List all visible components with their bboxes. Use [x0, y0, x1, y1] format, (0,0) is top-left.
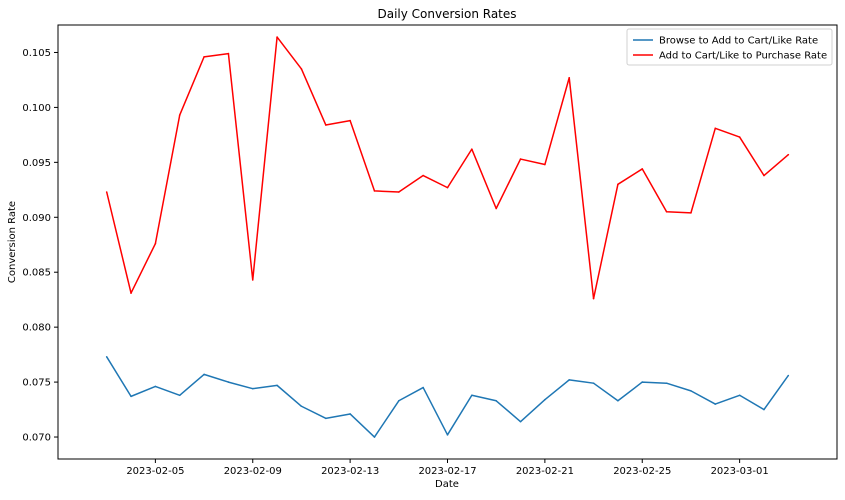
y-tick-label: 0.100 — [22, 103, 51, 114]
data-point — [178, 394, 181, 397]
data-point — [203, 56, 205, 58]
data-point — [349, 413, 351, 415]
data-point — [592, 297, 595, 300]
data-point — [495, 399, 497, 402]
y-axis-label: Conversion Rate — [7, 201, 18, 283]
data-point — [665, 210, 668, 213]
y-tick-label: 0.075 — [22, 378, 51, 389]
data-point — [544, 398, 546, 401]
data-point — [251, 387, 254, 390]
series-line-2 — [105, 36, 789, 300]
x-axis-label: Date — [435, 479, 459, 490]
legend: Browse to Add to Cart/Like Rate Add to Ca… — [626, 28, 833, 66]
data-point — [763, 408, 765, 411]
data-point — [227, 381, 230, 383]
chart-title: Daily Conversion Rates — [377, 7, 516, 21]
data-point — [300, 405, 303, 408]
data-point — [471, 394, 473, 397]
data-point — [105, 356, 108, 358]
data-point — [276, 36, 278, 38]
series-line-1 — [106, 356, 789, 438]
y-tick-label: 0.095 — [22, 158, 51, 169]
data-point — [714, 127, 717, 130]
x-tick-label: 2023-02-25 — [613, 466, 671, 477]
data-point — [568, 76, 571, 79]
data-point — [398, 191, 400, 193]
data-point — [154, 385, 157, 388]
data-point — [130, 395, 132, 398]
data-point — [324, 417, 327, 420]
data-point — [227, 52, 230, 55]
y-tick-label: 0.090 — [22, 213, 51, 224]
data-point — [203, 373, 205, 376]
data-point — [495, 207, 497, 210]
y-tick-label: 0.085 — [22, 268, 51, 279]
data-point — [373, 436, 376, 438]
data-point — [617, 183, 619, 186]
data-point — [592, 382, 595, 384]
data-point — [276, 384, 278, 387]
data-point — [471, 148, 473, 150]
data-point — [665, 382, 668, 384]
x-tick-label: 2023-03-01 — [711, 466, 769, 477]
data-point — [690, 212, 692, 214]
x-tick-label: 2023-02-09 — [224, 466, 282, 477]
data-point — [787, 153, 790, 156]
data-point — [178, 114, 181, 116]
x-tick-label: 2023-02-13 — [321, 466, 379, 477]
data-point — [738, 136, 741, 138]
data-point — [763, 174, 765, 177]
data-point — [519, 420, 522, 423]
y-tick-label: 0.070 — [22, 433, 51, 444]
plot-area: 2023-02-05 2023-02-09 2023-02-13 2023-02-17… — [22, 24, 838, 477]
data-point — [324, 124, 327, 126]
data-point — [398, 399, 400, 402]
data-point — [544, 163, 546, 166]
legend-box — [626, 28, 833, 66]
data-point — [641, 168, 644, 170]
data-point — [422, 174, 424, 177]
data-point — [349, 119, 351, 122]
data-point — [568, 379, 571, 381]
y-tick-label: 0.080 — [22, 323, 51, 334]
data-point — [105, 191, 108, 193]
data-point — [446, 186, 449, 189]
data-point — [300, 68, 303, 70]
x-tick-label: 2023-02-21 — [516, 466, 574, 477]
data-point — [446, 434, 449, 436]
legend-label: Add to Cart/Like to Purchase Rate — [659, 51, 827, 62]
data-point — [130, 292, 132, 294]
data-point — [251, 279, 254, 281]
data-point — [714, 403, 717, 405]
data-point — [738, 394, 741, 397]
data-point — [422, 386, 424, 389]
data-point — [519, 158, 522, 160]
data-point — [154, 242, 157, 245]
legend-label: Browse to Add to Cart/Like Rate — [659, 36, 818, 47]
x-tick-label: 2023-02-17 — [418, 466, 476, 477]
x-tick-label: 2023-02-05 — [126, 466, 184, 477]
data-point — [373, 190, 376, 192]
data-point — [690, 390, 692, 392]
data-point — [641, 381, 644, 383]
data-point — [617, 399, 619, 402]
y-tick-label: 0.105 — [22, 48, 51, 59]
data-point — [787, 374, 790, 377]
